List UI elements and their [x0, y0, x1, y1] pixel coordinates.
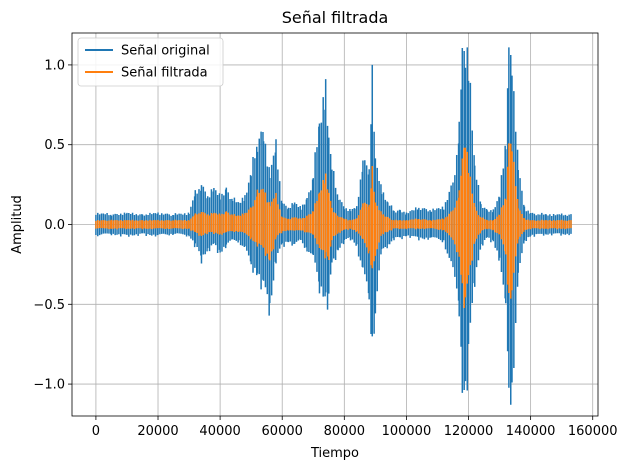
y-tick-label: 0.0: [44, 218, 65, 233]
x-tick-label: 80000: [324, 424, 365, 439]
y-axis: −1.0 −0.5 0.0 0.5 1.0: [33, 58, 72, 393]
y-tick-label: 1.0: [44, 58, 65, 73]
series-senal-filtrada: [95, 143, 572, 308]
x-tick-label: 160000: [568, 424, 618, 439]
x-tick-label: 40000: [199, 424, 240, 439]
legend: Señal original Señal filtrada: [77, 37, 224, 87]
x-tick-label: 60000: [262, 424, 303, 439]
legend-label-filtered: Señal filtrada: [121, 66, 208, 81]
x-axis: 0 20000 40000 60000 80000 100000 120000 140000 1…: [92, 416, 618, 439]
y-axis-label: Amplitud: [10, 195, 25, 254]
y-tick-label: −1.0: [33, 378, 65, 393]
x-tick-label: 0: [92, 424, 100, 439]
x-tick-label: 100000: [382, 424, 432, 439]
series-band-senal-filtrada: [95, 143, 572, 308]
y-tick-label: −0.5: [33, 298, 65, 313]
chart-title: Señal filtrada: [282, 8, 389, 27]
x-tick-label: 140000: [506, 424, 556, 439]
legend-label-original: Señal original: [121, 44, 210, 59]
x-tick-label: 20000: [137, 424, 178, 439]
legend-box: [77, 37, 224, 87]
x-tick-label: 120000: [444, 424, 494, 439]
x-axis-label: Tiempo: [310, 446, 359, 461]
y-tick-label: 0.5: [44, 138, 65, 153]
series-layer: [95, 47, 572, 405]
